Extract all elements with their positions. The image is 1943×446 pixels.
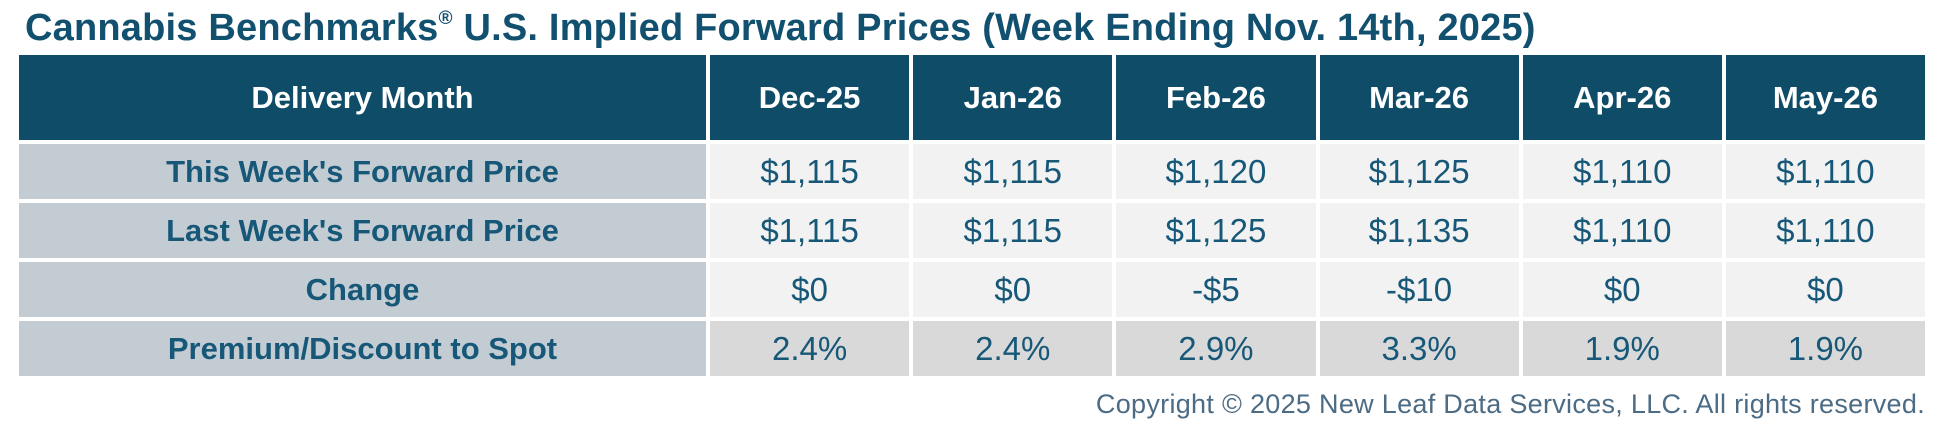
table-cell: $1,110 xyxy=(1725,203,1925,258)
table-cell: $0 xyxy=(913,262,1113,317)
table-cell: $0 xyxy=(1725,262,1925,317)
column-header-dec-25: Dec-25 xyxy=(710,55,910,140)
table-cell: 1.9% xyxy=(1522,321,1722,376)
table-cell: -$10 xyxy=(1319,262,1519,317)
column-header-may-26: May-26 xyxy=(1725,55,1925,140)
table-cell: $1,110 xyxy=(1725,144,1925,199)
table-cell: 2.9% xyxy=(1116,321,1316,376)
table-cell: $1,125 xyxy=(1319,144,1519,199)
table-cell: -$5 xyxy=(1116,262,1316,317)
table-cell: $1,115 xyxy=(710,203,910,258)
table-cell: $1,110 xyxy=(1522,144,1722,199)
table-cell: 2.4% xyxy=(913,321,1113,376)
row-label-last-week-forward-price: Last Week's Forward Price xyxy=(19,203,706,258)
title-rest: U.S. Implied Forward Prices (Week Ending… xyxy=(452,7,1536,49)
table-cell: 1.9% xyxy=(1725,321,1925,376)
forward-prices-table: Delivery Month Dec-25 Jan-26 Feb-26 Mar-… xyxy=(19,55,1925,376)
table-cell: $1,115 xyxy=(913,203,1113,258)
page-title: Cannabis Benchmarks® U.S. Implied Forwar… xyxy=(25,6,1943,50)
row-label-this-week-forward-price: This Week's Forward Price xyxy=(19,144,706,199)
table-cell: $1,125 xyxy=(1116,203,1316,258)
table-cell: $1,115 xyxy=(710,144,910,199)
table-cell: 2.4% xyxy=(710,321,910,376)
column-header-jan-26: Jan-26 xyxy=(913,55,1113,140)
table-cell: $0 xyxy=(1522,262,1722,317)
column-header-feb-26: Feb-26 xyxy=(1116,55,1316,140)
column-header-apr-26: Apr-26 xyxy=(1522,55,1722,140)
table-cell: $1,135 xyxy=(1319,203,1519,258)
registered-trademark-symbol: ® xyxy=(438,8,453,30)
row-label-premium-discount-to-spot: Premium/Discount to Spot xyxy=(19,321,706,376)
table-cell: $1,120 xyxy=(1116,144,1316,199)
column-header-delivery-month: Delivery Month xyxy=(19,55,706,140)
row-label-change: Change xyxy=(19,262,706,317)
column-header-mar-26: Mar-26 xyxy=(1319,55,1519,140)
copyright-text: Copyright © 2025 New Leaf Data Services,… xyxy=(1095,389,1925,419)
title-brand: Cannabis Benchmarks xyxy=(25,7,439,49)
table-cell: $1,115 xyxy=(913,144,1113,199)
table-cell: $0 xyxy=(710,262,910,317)
forward-prices-card: Cannabis Benchmarks® U.S. Implied Forwar… xyxy=(0,6,1943,420)
table-cell: 3.3% xyxy=(1319,321,1519,376)
table-cell: $1,110 xyxy=(1522,203,1722,258)
